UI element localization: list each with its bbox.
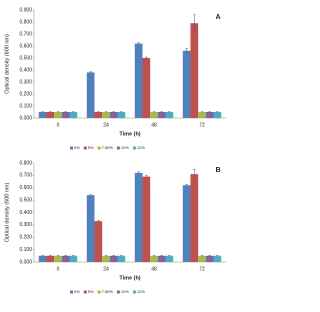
panel-label: A <box>215 14 220 21</box>
bar <box>61 255 70 262</box>
x-axis-label: Time (h) <box>119 275 140 281</box>
y-tick-label: 0.500 <box>19 197 32 203</box>
bar <box>94 221 103 262</box>
bar <box>165 255 174 262</box>
bar <box>190 23 199 119</box>
x-tick-label: 48 <box>151 122 157 128</box>
y-tick-label: 0.700 <box>19 31 32 37</box>
y-tick-label: 0.700 <box>19 173 32 179</box>
legend-swatch <box>116 290 120 294</box>
legend-swatch <box>116 146 120 150</box>
legend-label: 12% <box>137 145 145 150</box>
y-tick-label: 0.400 <box>19 67 32 73</box>
y-axis-label: Optical density (600 nm) <box>4 183 10 243</box>
y-tick-label: 0.800 <box>19 160 32 166</box>
bar <box>54 255 62 262</box>
legend-label: 5% <box>88 145 94 150</box>
bar <box>182 50 191 118</box>
figure: 0.000 0.100 0.200 0.300 0.400 0.500 0.600 0.700… <box>4 7 226 294</box>
legend-swatch <box>70 146 73 150</box>
bar <box>94 112 103 118</box>
y-tick-label: 0.000 <box>19 115 32 121</box>
y-tick-label: 0.400 <box>19 210 32 216</box>
x-axis-label: Time (h) <box>119 131 140 137</box>
x-tick-label: 0 <box>57 122 60 128</box>
bar <box>69 255 78 262</box>
y-axis-label: Optical density (600 nm) <box>4 34 10 94</box>
legend-label: 5% <box>88 289 94 294</box>
y-tick-label: 0.600 <box>19 185 32 191</box>
bar <box>205 255 214 262</box>
legend-swatch <box>132 146 136 150</box>
bar <box>142 58 151 118</box>
bar <box>46 255 55 262</box>
y-tick-label: 0.000 <box>19 259 32 265</box>
legend-label: 10% <box>121 289 129 294</box>
legend-label: 12% <box>137 289 145 294</box>
bar <box>109 255 118 262</box>
legend-label: 7.50% <box>102 289 114 294</box>
bar <box>157 112 166 118</box>
bar <box>46 112 55 118</box>
legend-swatch <box>97 290 101 294</box>
x-tick-label: 0 <box>57 266 60 272</box>
bar <box>213 112 222 118</box>
bar <box>157 255 166 262</box>
bar <box>54 112 62 118</box>
bar <box>117 255 126 262</box>
y-tick-label: 0.600 <box>19 43 32 49</box>
bar <box>213 255 222 262</box>
bar <box>117 112 126 118</box>
y-tick-label: 0.300 <box>19 79 32 85</box>
bar <box>61 112 70 118</box>
bar <box>150 112 158 118</box>
panel-label: B <box>215 167 220 174</box>
bar <box>142 176 151 262</box>
y-tick-label: 0.100 <box>19 247 32 253</box>
y-tick-label: 0.100 <box>19 103 32 109</box>
y-tick-label: 0.500 <box>19 55 32 61</box>
x-tick-label: 24 <box>103 266 109 272</box>
bar <box>198 255 206 262</box>
bar <box>134 172 143 262</box>
legend-swatch <box>83 146 87 150</box>
bar <box>150 255 158 262</box>
bar <box>38 255 47 262</box>
bar <box>102 112 110 118</box>
legend-label: 0% <box>74 145 80 150</box>
bar <box>165 112 174 118</box>
legend-label: 10% <box>121 145 129 150</box>
legend-swatch <box>70 290 73 294</box>
y-tick-label: 0.300 <box>19 222 32 228</box>
legend-label: 0% <box>74 289 80 294</box>
y-tick-label: 0.200 <box>19 91 32 97</box>
bar <box>134 43 143 118</box>
bar <box>86 72 95 118</box>
bar <box>102 255 110 262</box>
bar <box>109 112 118 118</box>
legend-swatch <box>83 290 87 294</box>
legend-swatch <box>132 290 136 294</box>
bar <box>38 112 47 118</box>
bar <box>190 174 199 262</box>
x-tick-label: 72 <box>199 122 205 128</box>
bar <box>182 185 191 262</box>
legend-label: 7.50% <box>102 145 114 150</box>
y-tick-label: 0.200 <box>19 235 32 241</box>
bar <box>198 112 206 118</box>
x-tick-label: 72 <box>199 266 205 272</box>
legend-swatch <box>97 146 101 150</box>
bar <box>205 112 214 118</box>
x-tick-label: 24 <box>103 122 109 128</box>
y-tick-label: 0.800 <box>19 19 32 25</box>
bar <box>86 195 95 262</box>
y-tick-label: 0.900 <box>19 7 32 13</box>
bar <box>69 112 78 118</box>
x-tick-label: 48 <box>151 266 157 272</box>
